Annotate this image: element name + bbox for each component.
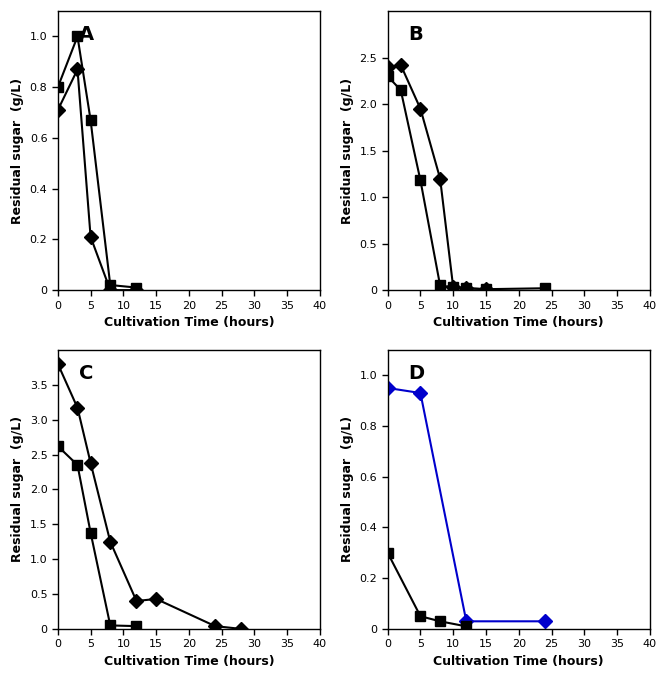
Y-axis label: Residual sugar  (g/L): Residual sugar (g/L) [341,416,354,562]
Text: A: A [79,25,94,44]
Text: B: B [409,25,424,44]
Text: C: C [79,364,93,383]
X-axis label: Cultivation Time (hours): Cultivation Time (hours) [434,316,604,329]
Y-axis label: Residual sugar  (g/L): Residual sugar (g/L) [341,77,354,223]
X-axis label: Cultivation Time (hours): Cultivation Time (hours) [104,655,275,668]
X-axis label: Cultivation Time (hours): Cultivation Time (hours) [434,655,604,668]
Y-axis label: Residual sugar  (g/L): Residual sugar (g/L) [11,77,24,223]
X-axis label: Cultivation Time (hours): Cultivation Time (hours) [104,316,275,329]
Text: D: D [409,364,425,383]
Y-axis label: Residual sugar  (g/L): Residual sugar (g/L) [11,416,24,562]
